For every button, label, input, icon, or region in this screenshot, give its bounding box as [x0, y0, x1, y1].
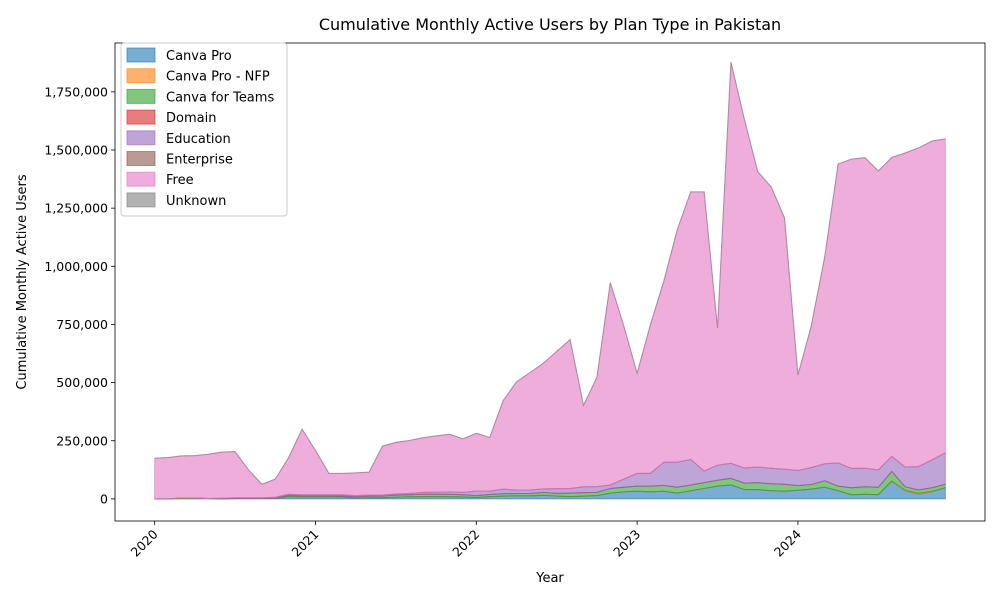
- x-tick-label: 2023: [610, 527, 643, 560]
- y-tick-label: 1,250,000: [44, 201, 108, 216]
- y-axis-title: Cumulative Monthly Active Users: [15, 174, 30, 389]
- legend-swatch: [126, 151, 156, 166]
- legend: Canva Pro Canva Pro - NFP Canva for Teams D…: [120, 42, 288, 217]
- plot-frame: [114, 42, 986, 522]
- area-series-7: [154, 61, 946, 485]
- legend-label: Canva for Teams: [166, 90, 274, 105]
- x-axis: 2020 2021 2022 2023 2024: [128, 521, 804, 560]
- y-tick-label: 1,500,000: [44, 142, 108, 157]
- legend-label: Canva Pro - NFP: [166, 70, 270, 85]
- legend-swatch: [126, 68, 156, 84]
- y-tick-label: 1,000,000: [44, 259, 108, 274]
- x-tick-label: 2020: [128, 526, 161, 559]
- legend-label: Education: [166, 132, 231, 147]
- legend-label: Canva Pro: [166, 49, 232, 64]
- x-axis-title: Year: [535, 571, 564, 586]
- legend-label: Unknown: [166, 194, 226, 209]
- legend-swatch: [126, 47, 156, 63]
- legend-label: Domain: [166, 111, 216, 126]
- y-tick-label: 0: [100, 491, 108, 506]
- y-tick-label: 250,000: [56, 433, 108, 448]
- y-axis: 0 250,000 500,000 750,000 1,000,000 1,250,000…: [44, 84, 115, 506]
- legend-swatch: [126, 192, 156, 208]
- y-tick-label: 750,000: [56, 317, 108, 332]
- y-tick-label: 1,750,000: [44, 84, 108, 99]
- legend-swatch: [126, 130, 156, 146]
- x-tick-label: 2024: [771, 526, 804, 559]
- chart-title: Cumulative Monthly Active Users by Plan …: [319, 15, 781, 34]
- legend-label: Enterprise: [166, 153, 233, 168]
- x-tick-label: 2022: [449, 527, 482, 560]
- x-tick-label: 2021: [288, 527, 321, 560]
- legend-swatch: [126, 88, 156, 104]
- legend-label: Free: [166, 173, 194, 188]
- series-areas: [154, 61, 946, 500]
- legend-swatch: [126, 109, 156, 125]
- y-tick-label: 500,000: [56, 375, 108, 390]
- legend-box: [120, 42, 288, 217]
- legend-swatch: [126, 171, 156, 187]
